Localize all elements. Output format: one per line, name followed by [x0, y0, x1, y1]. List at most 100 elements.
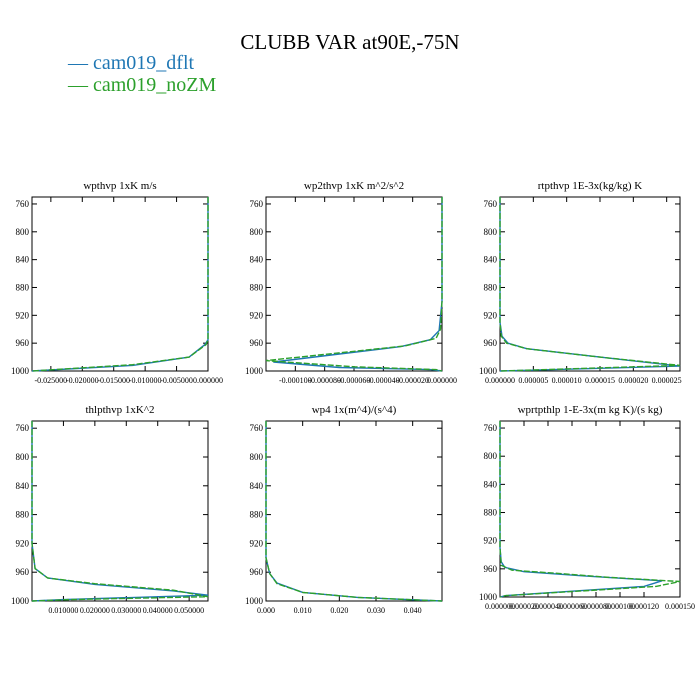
y-tick-label: 800 [484, 451, 498, 461]
y-tick-label: 800 [484, 227, 498, 237]
x-tick-label: 0.020000 [80, 606, 110, 615]
plot-frame [499, 196, 681, 372]
y-tick-label: 800 [250, 452, 264, 462]
chart-title: wp2thvp 1xK m^2/s^2 [304, 180, 404, 192]
y-tick-label: 880 [250, 510, 264, 520]
series-line-nozm [499, 197, 681, 372]
x-tick-label: 0.000080 [581, 602, 611, 611]
series-line-nozm [265, 197, 443, 372]
x-tick-label: 0.000000 [427, 376, 457, 385]
y-tick-label: 1000 [11, 596, 30, 606]
y-tick-label: 840 [484, 255, 498, 265]
y-tick-label: 1000 [479, 592, 498, 602]
y-tick-label: 760 [16, 199, 30, 209]
chart-title: thlpthvp 1xK^2 [85, 404, 154, 416]
chart-panel-5: wp4 1x(m^4)/(s^4)76080084088092096010000… [245, 404, 443, 615]
series-line-nozm [31, 197, 209, 372]
y-tick-label: 880 [16, 282, 30, 292]
y-tick-label: 1000 [245, 596, 264, 606]
x-tick-label: 0.000015 [585, 376, 615, 385]
x-tick-label: -0.025000 [35, 376, 68, 385]
x-tick-label: -0.010000 [129, 376, 162, 385]
chart-panel-2: wp2thvp 1xK m^2/s^2 760 800 840 880 920 960 100… [245, 180, 457, 385]
figure-title: CLUBB VAR at90E,-75N [240, 30, 460, 54]
x-tick-label: 0.040 [404, 606, 422, 615]
y-tick-label: 920 [250, 310, 264, 320]
x-tick-label: 0.010000 [48, 606, 78, 615]
y-tick-label: 760 [484, 423, 498, 433]
y-tick-label: 960 [250, 338, 264, 348]
x-tick-label: -0.020000 [66, 376, 99, 385]
y-tick-label: 840 [16, 255, 30, 265]
x-tick-label: 0.000 [257, 606, 275, 615]
series-line-dflt [273, 197, 443, 372]
y-tick-label: 800 [16, 452, 30, 462]
y-tick-label: 840 [16, 481, 30, 491]
x-tick-label: -0.015000 [97, 376, 130, 385]
x-tick-label: 0.000000 [485, 602, 515, 611]
y-tick-label: 960 [16, 338, 30, 348]
x-tick-label: 0.000000 [193, 376, 223, 385]
y-tick-label: 800 [250, 227, 264, 237]
x-tick-label: 0.000150 [665, 602, 695, 611]
x-tick-label: 0.000010 [552, 376, 582, 385]
chart-title: rtpthvp 1E-3x(kg/kg) K [538, 180, 643, 192]
y-tick-label: 920 [484, 310, 498, 320]
series-line-dflt [31, 197, 209, 372]
y-tick-label: 1000 [11, 366, 30, 376]
y-tick-label: 880 [484, 508, 498, 518]
x-tick-label: 0.000005 [518, 376, 548, 385]
y-tick-label: 920 [16, 538, 30, 548]
x-tick-label: 0.020 [330, 606, 348, 615]
y-tick-label: 800 [16, 227, 30, 237]
x-tick-label: 0.000020 [618, 376, 648, 385]
x-tick-label: 0.030 [367, 606, 385, 615]
x-tick-label: 0.010 [294, 606, 312, 615]
x-tick-label: 0.030000 [111, 606, 141, 615]
legend-item-nozm: — cam019_noZM [68, 74, 217, 96]
plot-frame [31, 196, 209, 372]
x-tick-label: 0.040000 [143, 606, 173, 615]
series-line-nozm [265, 421, 443, 602]
y-tick-label: 960 [250, 567, 264, 577]
x-tick-label: 0.000120 [629, 602, 659, 611]
x-tick-label: 0.000000 [485, 376, 515, 385]
chart-panel-6: wprtpthlp 1-E-3x(m kg K)/(s kg) 760 800 840… [479, 404, 695, 611]
y-tick-label: 920 [484, 536, 498, 546]
x-tick-label: 0.000100 [605, 602, 635, 611]
y-tick-label: 1000 [245, 366, 264, 376]
y-tick-label: 920 [16, 310, 30, 320]
y-tick-label: 960 [484, 338, 498, 348]
x-tick-label: 0.000060 [557, 602, 587, 611]
y-tick-label: 960 [484, 564, 498, 574]
y-tick-label: 880 [250, 282, 264, 292]
y-tick-label: 920 [250, 538, 264, 548]
chart-panel-4: thlpthvp 1xK^2 760 800 840 880 920 960 1000 0.01… [11, 404, 209, 615]
chart-panel-1: wpthvp 1xK m/s 760 800 840 880 920 960 1000 -0.0… [11, 180, 223, 385]
legend-item-dflt: — cam019_dflt [68, 52, 195, 74]
series-line-nozm [31, 421, 209, 602]
series-line-nozm [499, 421, 681, 598]
x-tick-label: 0.050000 [174, 606, 204, 615]
legend: — cam019_dflt — cam019_noZM [68, 52, 216, 96]
series-line-dflt [499, 197, 681, 372]
y-tick-label: 840 [484, 479, 498, 489]
y-tick-label: 960 [16, 567, 30, 577]
x-tick-label: -0.000080 [308, 376, 341, 385]
y-tick-label: 880 [484, 282, 498, 292]
chart-panel-3: rtpthvp 1E-3x(kg/kg) K 760 800 840 880 920 960… [479, 180, 682, 385]
plot-frame [265, 196, 443, 372]
plot-frame [265, 420, 443, 602]
y-tick-label: 760 [250, 199, 264, 209]
x-tick-label: 0.000025 [652, 376, 682, 385]
x-tick-label: -0.005000 [160, 376, 193, 385]
chart-title: wp4 1x(m^4)/(s^4) [312, 404, 397, 416]
x-tick-label: -0.000040 [367, 376, 400, 385]
y-tick-label: 760 [484, 199, 498, 209]
y-tick-label: 760 [16, 423, 30, 433]
series-line-dflt [31, 421, 209, 602]
plot-frame [31, 420, 209, 602]
chart-title: wprtpthlp 1-E-3x(m kg K)/(s kg) [518, 404, 663, 416]
